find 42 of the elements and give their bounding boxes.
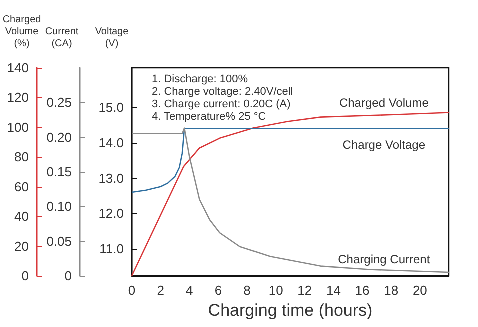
y2-tick-label: 0.05 (46, 234, 72, 249)
line-series (131, 128, 450, 194)
annotation: 2. Charge voltage: 2.40V/cell (152, 86, 294, 98)
y3-tick-label: 120 (7, 90, 29, 106)
y2-tick-label: 0.10 (46, 199, 72, 214)
y2-axis-title: Current (CA) (45, 26, 79, 50)
y2-tick-label: 0.20 (46, 130, 72, 145)
x-tick-label: 14 (326, 283, 341, 298)
x-tick-label: 12 (298, 283, 312, 298)
y2-tick-label: 0 (64, 268, 72, 284)
y-tick-label: 14.0 (98, 135, 124, 150)
y3-tick-label: 140 (7, 60, 29, 76)
y2-tick-label: 0.25 (46, 95, 72, 110)
series-label: Charged Volume (339, 96, 430, 110)
annotation: 3. Charge current: 0.20C (A) (152, 98, 291, 110)
y-tick-label: 15.0 (98, 100, 124, 116)
x-tick-label: 8 (244, 283, 251, 298)
x-axis-title: Charging time (hours) (208, 301, 373, 320)
y-axis-title: Voltage (V) (95, 26, 130, 50)
x-tick-label: 4 (186, 283, 194, 298)
y3-tick-label: 60 (14, 179, 29, 194)
x-tick-label: 0 (128, 283, 136, 298)
x-tick-label: 6 (214, 283, 222, 298)
y2-tick-label: 0.15 (46, 164, 72, 180)
y3-tick-label: 80 (14, 150, 29, 165)
x-tick-label: 2 (157, 283, 164, 298)
x-tick-label: 10 (268, 283, 284, 298)
series-label: Charging Current (338, 252, 431, 266)
y3-tick-label: 0 (22, 268, 29, 284)
x-tick-label: 18 (384, 283, 399, 298)
x-tick-label: 16 (355, 283, 370, 298)
y3-tick-label: 40 (14, 209, 29, 224)
y-tick-label: 12.0 (98, 206, 124, 222)
series-label: Charge Voltage (342, 138, 426, 152)
annotation: 1. Discharge: 100% (152, 73, 248, 86)
y-tick-label: 11.0 (100, 242, 124, 257)
annotation: 4. Temperature% 25 °C (152, 110, 266, 123)
x-tick-label: 20 (412, 283, 428, 298)
y3-tick-label: 100 (7, 120, 29, 135)
y3-axis-title: Charged Volume (%) (2, 14, 42, 50)
y3-tick-label: 20 (14, 238, 29, 254)
y-tick-label: 13.0 (98, 170, 124, 186)
